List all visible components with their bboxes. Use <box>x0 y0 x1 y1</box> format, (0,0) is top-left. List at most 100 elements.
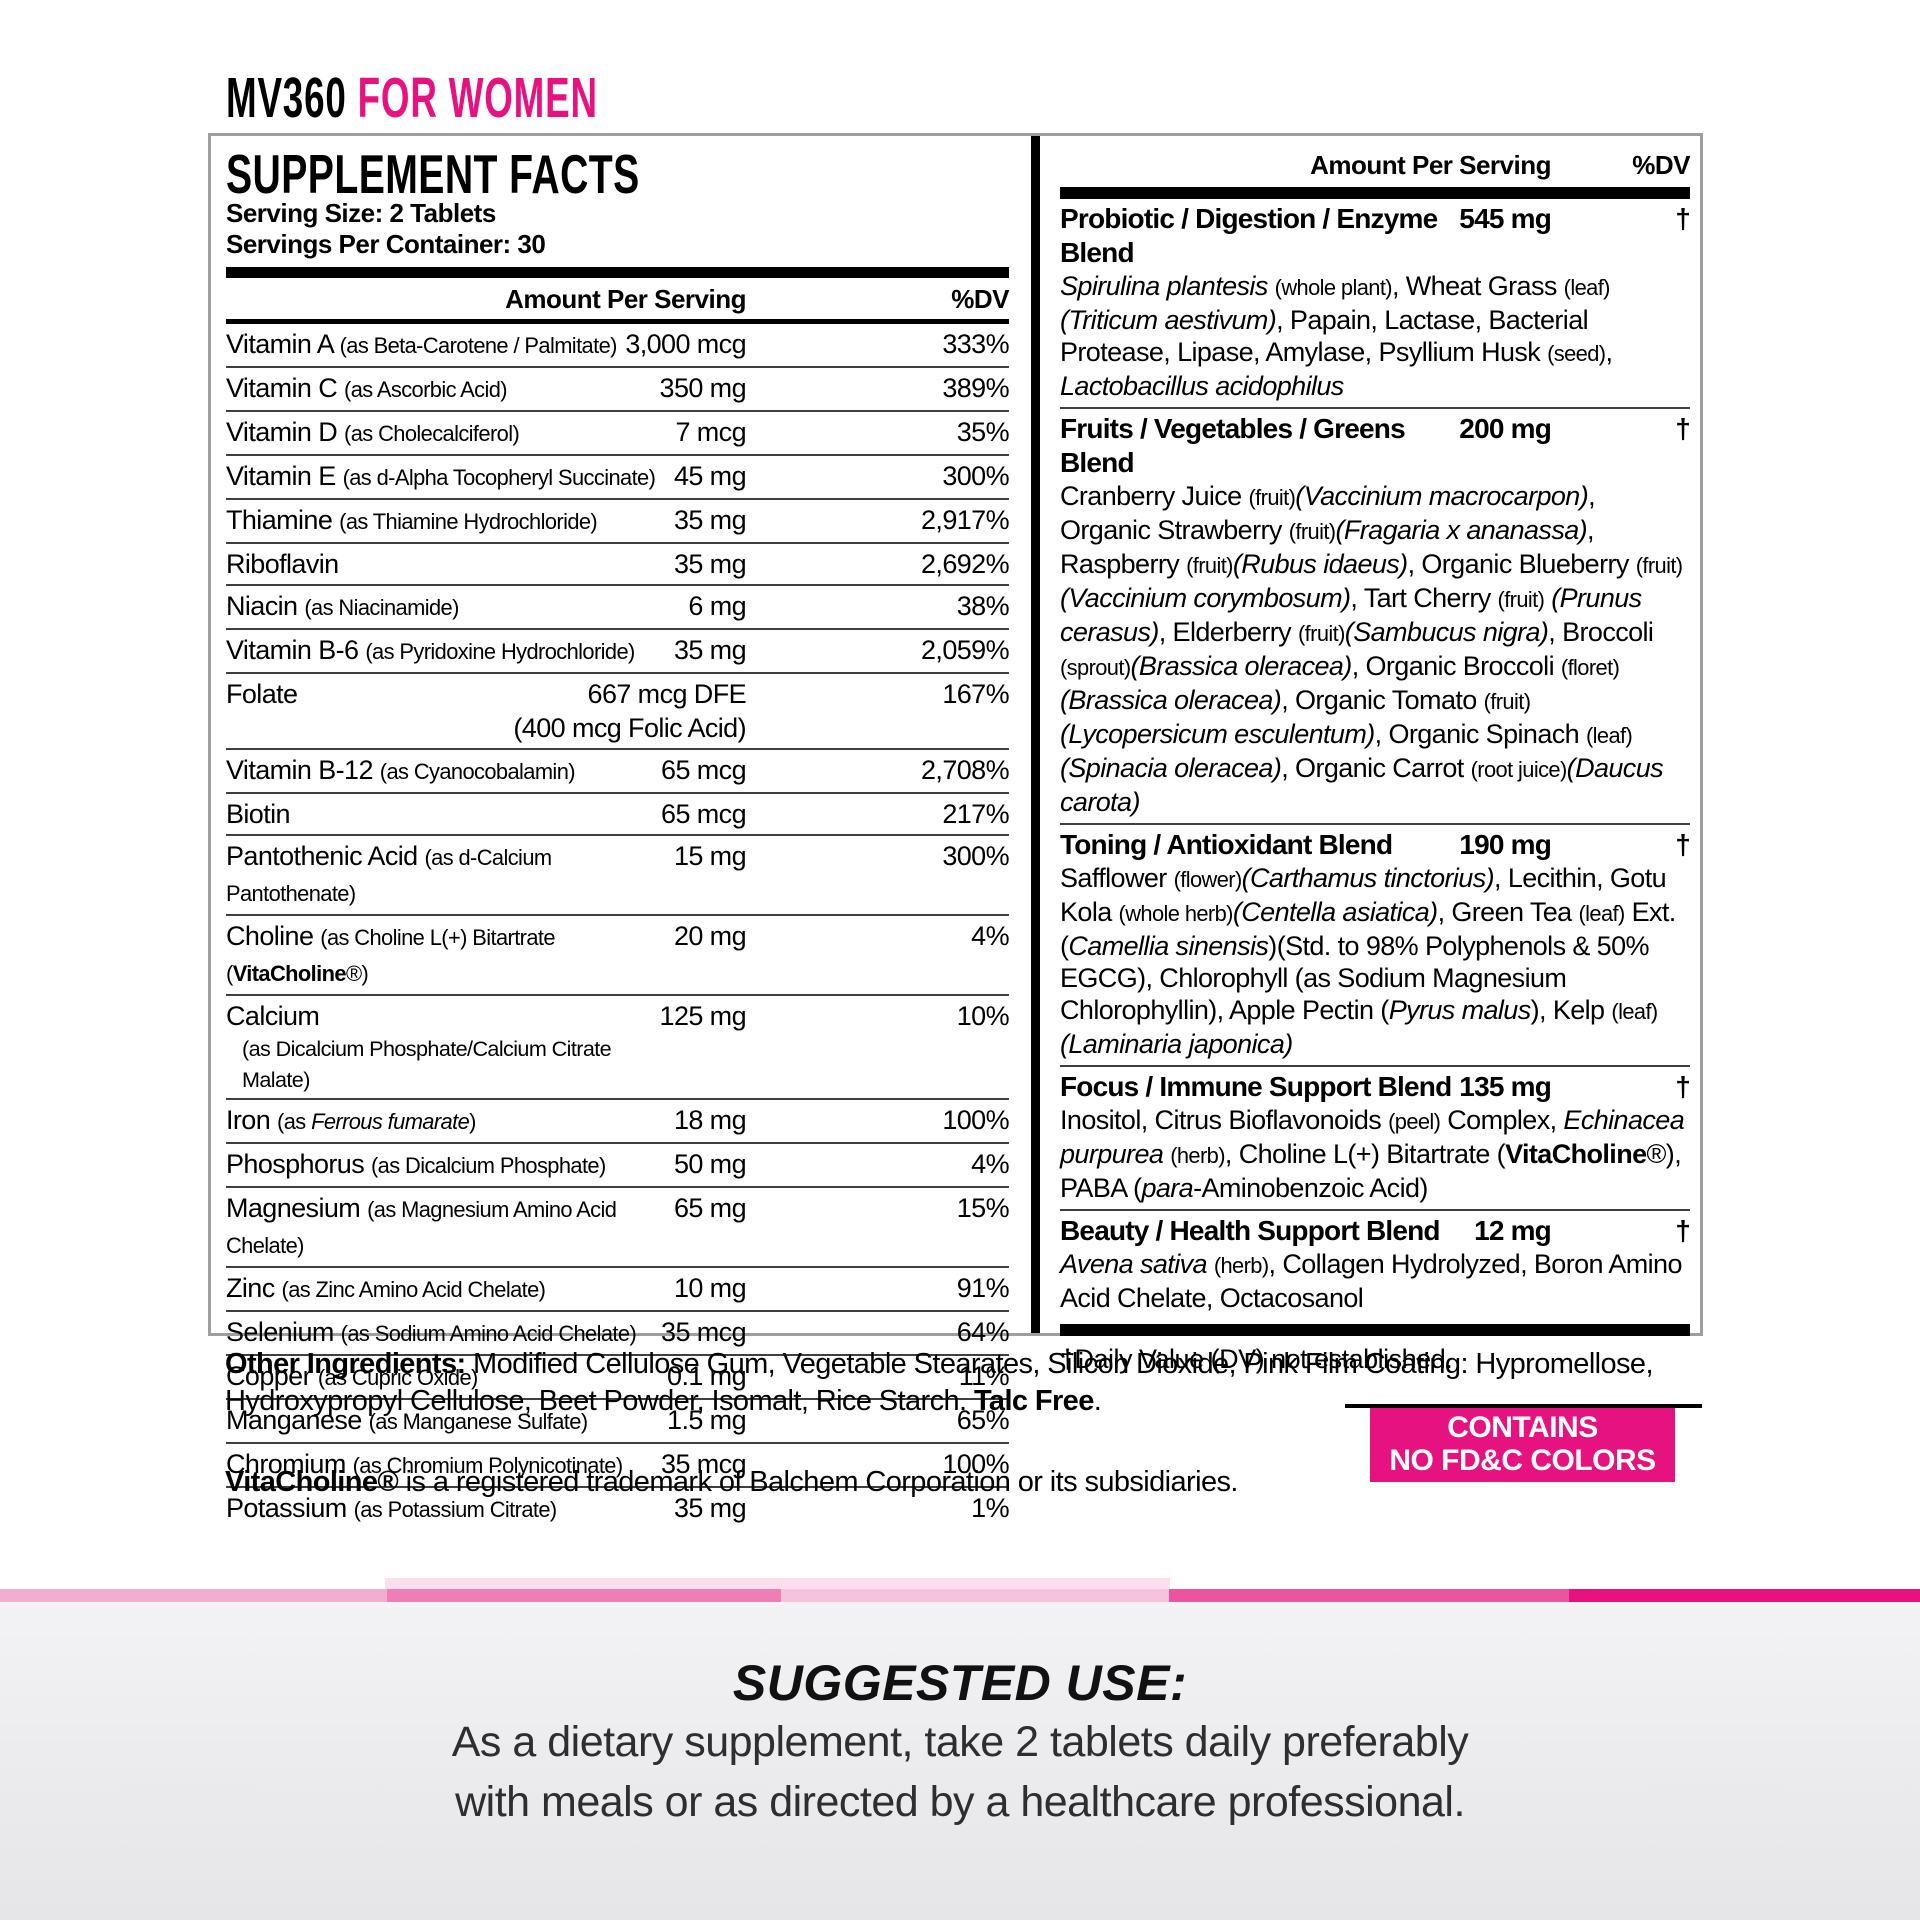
nutrient-amount: 20 mg <box>673 921 747 951</box>
blend-section: Toning / Antioxidant Blend 190 mg † Safflow… <box>1060 823 1691 1065</box>
suggested-use-section: SUGGESTED USE: As a dietary supplement, … <box>0 1602 1920 1920</box>
nutrient-amount: 0.1 mg <box>667 1361 747 1391</box>
blend-header: Toning / Antioxidant Blend 190 mg † <box>1060 828 1691 862</box>
badge-line-2: NO FD&C COLORS <box>1389 1444 1656 1477</box>
nutrient-amount: 18 mg <box>673 1105 747 1135</box>
nutrient-name: Vitamin A (as Beta-Carotene / Palmitate) <box>226 329 617 359</box>
nutrient-name: Vitamin C (as Ascorbic Acid) <box>226 373 508 403</box>
table-row: Manganese (as Manganese Sulfate) 1.5 mg 65… <box>226 1398 1010 1442</box>
blend-dv-dagger: † <box>1675 413 1691 444</box>
nutrient-dv: 38% <box>956 591 1010 621</box>
nutrient-name: Pantothenic Acid (as d-Calcium Pantothen… <box>226 841 552 906</box>
header-dv-label: %DV <box>951 284 1009 314</box>
nutrient-name: Magnesium (as Magnesium Amino Acid Chela… <box>226 1193 617 1258</box>
table-row: Magnesium (as Magnesium Amino Acid Chela… <box>226 1186 1010 1266</box>
blend-name: Probiotic / Digestion / Enzyme Blend <box>1060 203 1438 268</box>
blend-name: Toning / Antioxidant Blend <box>1060 829 1393 860</box>
table-row: Vitamin D (as Cholecalciferol) 7 mcg 35% <box>226 410 1010 454</box>
thick-divider-bar <box>226 267 1009 278</box>
nutrient-amount: 3,000 mcg <box>625 329 746 359</box>
blend-header: Probiotic / Digestion / Enzyme Blend 545 … <box>1060 202 1691 270</box>
blend-ingredients: Avena sativa (herb), Collagen Hydrolyzed… <box>1060 1249 1682 1313</box>
brand-name: MV360 <box>226 65 347 129</box>
nutrient-name: Chromium (as Chromium Polynicotinate) <box>226 1449 623 1479</box>
thick-divider-bar <box>1060 187 1690 199</box>
blend-amount: 545 mg <box>1459 203 1552 234</box>
nutrient-name: Vitamin E (as d-Alpha Tocopheryl Succina… <box>226 461 656 491</box>
nutrient-dv: 2,708% <box>921 755 1010 785</box>
nutrient-name: Copper (as Cupric Oxide) <box>226 1361 478 1391</box>
badge-body: CONTAINS NO FD&C COLORS <box>1370 1408 1675 1482</box>
nutrient-name: Vitamin D (as Cholecalciferol) <box>226 417 520 447</box>
blend-ingredients: Cranberry Juice (fruit)(Vaccinium macroc… <box>1060 481 1683 817</box>
trademark-note: VitaCholine® is a registered trademark o… <box>225 1466 1238 1498</box>
nutrient-name: Iron (as Ferrous fumarate) <box>226 1105 476 1135</box>
nutrient-amount: 65 mcg <box>661 755 747 785</box>
badge-line-1: CONTAINS <box>1447 1411 1598 1444</box>
brand-title: MV360 FOR WOMEN <box>226 68 691 127</box>
supplement-facts-title: SUPPLEMENT FACTS <box>226 144 640 206</box>
nutrient-name: Choline (as Choline L(+) Bitartrate (Vit… <box>226 921 556 986</box>
decor-stripe-segment <box>1569 1589 1920 1602</box>
blend-dv-dagger: † <box>1675 203 1691 234</box>
blend-ingredients: Spirulina plantesis (whole plant), Wheat… <box>1060 271 1613 401</box>
nutrient-name: Niacin (as Niacinamide) <box>226 591 459 621</box>
blend-ingredients: Inositol, Citrus Bioflavonoids (peel) Co… <box>1060 1105 1685 1203</box>
nutrient-dv: 2,692% <box>921 549 1010 579</box>
table-row: Choline (as Choline L(+) Bitartrate (Vit… <box>226 914 1010 994</box>
nutrient-dv: 2,059% <box>921 635 1010 665</box>
table-row: Calcium (as Dicalcium Phosphate/Calcium C… <box>226 994 1010 1098</box>
nutrients-table: Vitamin A (as Beta-Carotene / Palmitate)… <box>226 324 1010 1530</box>
table-row: Thiamine (as Thiamine Hydrochloride) 35 m… <box>226 498 1010 542</box>
nutrient-amount: 1.5 mg <box>667 1405 747 1435</box>
servings-per-container: Servings Per Container: 30 <box>226 229 546 259</box>
table-row: Biotin 65 mcg 217% <box>226 792 1010 834</box>
decor-stripe-band <box>0 1589 1920 1602</box>
nutrients-panel: SUPPLEMENT FACTS Serving Size: 2 Tablets… <box>211 136 1031 1523</box>
table-row: Chromium (as Chromium Polynicotinate) 35 … <box>226 1442 1010 1486</box>
blend-amount: 12 mg <box>1474 1215 1552 1246</box>
blend-section: Probiotic / Digestion / Enzyme Blend 545 … <box>1060 199 1691 407</box>
suggested-use-title: SUGGESTED USE: <box>732 1655 1188 1711</box>
blend-ingredients: Safflower (flower)(Carthamus tinctorius)… <box>1060 863 1676 1059</box>
nutrient-dv: 333% <box>942 329 1009 359</box>
suggested-use-text-line-2: with meals or as directed by a healthcar… <box>455 1778 1465 1826</box>
nutrient-amount: 35 mg <box>673 1493 747 1523</box>
serving-size: Serving Size: 2 Tablets <box>226 198 496 228</box>
blends-panel: Amount Per Serving %DV Probiotic / Diges… <box>1040 136 1700 1374</box>
nutrient-dv: 300% <box>942 841 1009 871</box>
table-row: Folate 667 mcg DFE (400 mcg Folic Acid) 167… <box>226 672 1010 748</box>
blend-dv-dagger: † <box>1675 1215 1691 1246</box>
supplement-facts-box: SUPPLEMENT FACTS Serving Size: 2 Tablets… <box>208 133 1703 1523</box>
blend-name: Fruits / Vegetables / Greens Blend <box>1060 413 1406 478</box>
nutrient-amount: 65 mcg <box>661 799 747 829</box>
nutrient-dv: 300% <box>942 461 1009 491</box>
table-row: Vitamin E (as d-Alpha Tocopheryl Succina… <box>226 454 1010 498</box>
nutrient-dv: 11% <box>958 1361 1010 1391</box>
nutrient-dv: 91% <box>956 1273 1010 1303</box>
table-row: Potassium (as Potassium Citrate) 35 mg 1% <box>226 1486 1010 1530</box>
suggested-use-text-line-1: As a dietary supplement, take 2 tablets … <box>451 1718 1469 1766</box>
nutrient-amount: 6 mg <box>688 591 746 621</box>
nutrient-name: Calcium (as Dicalcium Phosphate/Calcium C… <box>226 1001 612 1092</box>
nutrient-dv: 217% <box>942 799 1009 829</box>
table-row: Vitamin A (as Beta-Carotene / Palmitate)… <box>226 324 1010 366</box>
decor-stripe-segment <box>781 1589 1169 1602</box>
nutrient-dv: 100% <box>942 1449 1009 1479</box>
blend-dv-dagger: † <box>1675 829 1691 860</box>
nutrient-dv: 65% <box>956 1405 1010 1435</box>
daily-value-footnote: †Daily Value (DV) not established. <box>1060 1344 1453 1374</box>
blends-header: Amount Per Serving %DV <box>1060 142 1690 187</box>
nutrient-name: Zinc (as Zinc Amino Acid Chelate) <box>226 1273 546 1303</box>
blend-amount: 190 mg <box>1459 829 1552 860</box>
nutrient-dv: 1% <box>971 1493 1009 1523</box>
nutrient-amount: 667 mcg DFE (400 mcg Folic Acid) <box>513 679 746 743</box>
nutrient-amount: 350 mg <box>659 373 747 403</box>
blend-header: Beauty / Health Support Blend 12 mg † <box>1060 1214 1691 1248</box>
table-row: Selenium (as Sodium Amino Acid Chelate) 3… <box>226 1310 1010 1354</box>
nutrient-dv: 2,917% <box>921 505 1010 535</box>
column-divider <box>1031 136 1040 1333</box>
brand-variant: FOR WOMEN <box>357 65 598 129</box>
nutrient-amount: 10 mg <box>673 1273 747 1303</box>
